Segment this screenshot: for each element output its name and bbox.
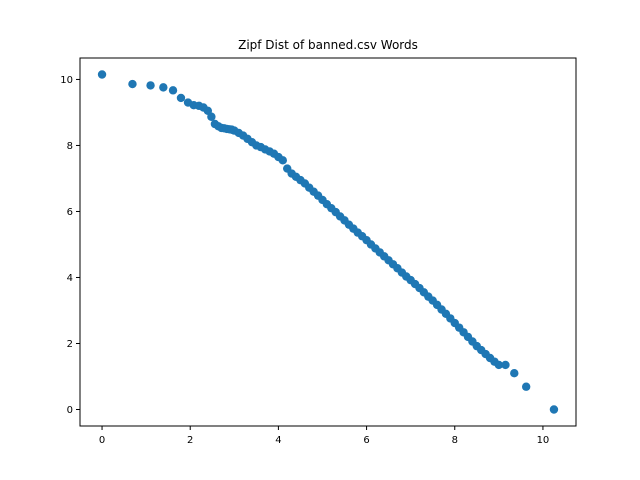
data-point xyxy=(510,368,519,378)
data-point xyxy=(549,405,559,414)
data-point xyxy=(128,79,137,89)
y-tick-label: 6 xyxy=(67,207,73,218)
data-point xyxy=(168,86,178,95)
data-point xyxy=(207,112,216,121)
y-tick-label: 0 xyxy=(67,405,73,416)
x-tick-label: 8 xyxy=(452,435,458,446)
y-axis-ticks: 0 2 4 6 8 10 xyxy=(60,75,80,416)
data-point xyxy=(97,70,107,79)
data-point xyxy=(176,93,186,103)
x-axis-ticks: 0 2 4 6 8 10 xyxy=(99,426,549,446)
x-tick-label: 0 xyxy=(99,435,105,446)
y-tick-label: 10 xyxy=(60,75,73,86)
data-point xyxy=(494,360,504,370)
data-point xyxy=(521,382,531,391)
scatter-points xyxy=(97,70,559,414)
data-point xyxy=(278,156,288,165)
y-tick-label: 4 xyxy=(67,273,73,284)
x-tick-label: 6 xyxy=(363,435,369,446)
data-point xyxy=(146,81,155,90)
y-tick-label: 2 xyxy=(67,339,73,350)
plot-frame xyxy=(79,57,577,427)
chart-title: Zipf Dist of banned.csv Words xyxy=(238,38,418,52)
x-tick-label: 4 xyxy=(275,435,281,446)
data-point xyxy=(501,360,510,370)
y-tick-label: 8 xyxy=(67,141,73,152)
x-tick-label: 2 xyxy=(187,435,193,446)
data-point xyxy=(159,83,168,92)
x-tick-label: 10 xyxy=(537,435,550,446)
